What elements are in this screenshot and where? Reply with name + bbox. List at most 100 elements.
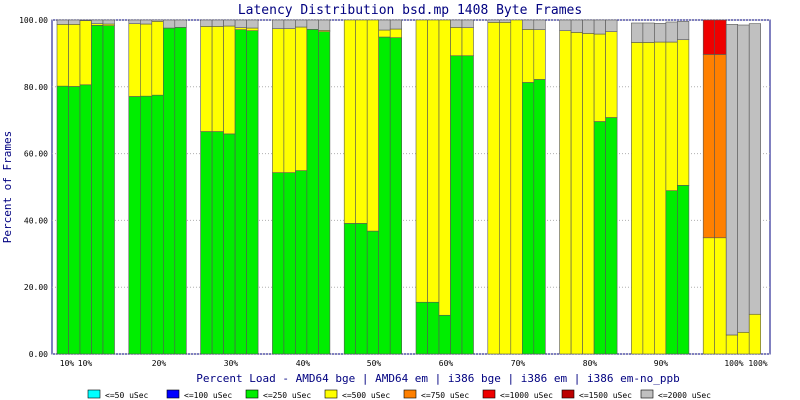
- bar-segment: [200, 131, 213, 355]
- bar-segment: [366, 230, 380, 355]
- legend-swatch: [561, 389, 575, 399]
- bar-segment: [533, 19, 546, 30]
- bar-segment: [654, 23, 667, 43]
- legend-label: <=750 uSec: [421, 391, 469, 400]
- bar-segment: [570, 32, 583, 355]
- bar-segment: [737, 24, 750, 333]
- bar-segment: [714, 19, 727, 55]
- bar-segment: [79, 19, 92, 21]
- bar-segment: [533, 79, 546, 355]
- x-tick-label: 100%: [748, 359, 767, 368]
- bar-segment: [223, 19, 236, 27]
- legend-label: <=1000 uSec: [500, 391, 553, 400]
- bar-segment: [677, 21, 690, 41]
- bar-segment: [91, 25, 104, 355]
- bar-segment: [389, 28, 403, 39]
- bar-segment: [272, 28, 285, 173]
- chart-title: Latency Distribution bsd.mp 1408 Byte Fr…: [238, 3, 582, 18]
- bar-segment: [295, 26, 308, 171]
- y-axis-label: Percent of Frames: [1, 131, 14, 244]
- bar-segment: [343, 223, 357, 355]
- legend-label: <=100 uSec: [184, 391, 232, 400]
- legend-label: <=50 uSec: [105, 391, 149, 400]
- bar-segment: [559, 30, 572, 355]
- bar-segment: [461, 27, 474, 57]
- bar-segment: [151, 21, 164, 96]
- bar-segment: [295, 19, 308, 28]
- bar-segment: [510, 19, 523, 355]
- legend-label: <=500 uSec: [342, 391, 390, 400]
- bar-segment: [91, 19, 104, 24]
- bar-segment: [68, 19, 81, 25]
- bar-segment: [737, 331, 750, 355]
- bar-segment: [593, 121, 606, 355]
- bar-segment: [272, 19, 285, 29]
- bar-segment: [68, 86, 81, 355]
- y-tick-label: 0.00: [29, 350, 48, 359]
- x-tick-labels: 10% 10% 20% 30% 40% 50% 60% 70% 80% 90% 100% 100%: [60, 359, 768, 368]
- bar-segment: [521, 82, 535, 355]
- bar-segment: [306, 29, 319, 355]
- bar-segment: [234, 19, 247, 28]
- bar-segment: [163, 27, 176, 355]
- bar-segment: [582, 19, 595, 34]
- legend: <=50 uSec <=100 uSec <=250 uSec <=500 uSec <…: [87, 389, 711, 400]
- x-tick-label: 30%: [224, 359, 239, 368]
- bar-segment: [200, 26, 213, 132]
- bar-segment: [702, 19, 716, 55]
- bar-segment: [748, 313, 762, 355]
- bar-segment: [163, 19, 176, 29]
- bar-segment: [318, 31, 331, 355]
- bar-segment: [211, 19, 224, 27]
- bar-segment: [450, 27, 463, 57]
- bar-segment: [246, 19, 259, 29]
- bar-segment: [498, 19, 512, 23]
- bar-segment: [631, 42, 644, 355]
- bar-segment: [79, 20, 92, 86]
- bar-segment: [355, 19, 368, 224]
- x-tick-label: 100%: [724, 359, 743, 368]
- bar-segment: [438, 19, 451, 316]
- bars: [56, 19, 762, 355]
- legend-swatch: [324, 389, 338, 399]
- bar-segment: [714, 54, 727, 239]
- bar-segment: [533, 29, 546, 80]
- bar-segment: [605, 117, 618, 355]
- bar-segment: [366, 19, 380, 232]
- bar-segment: [128, 19, 141, 24]
- bar-segment: [234, 29, 247, 355]
- bar-segment: [56, 85, 69, 355]
- bar-segment: [748, 23, 762, 315]
- y-tick-labels: 0.00 20.00 40.00 60.00 80.00 100.00: [19, 16, 48, 359]
- bar-segment: [642, 22, 655, 43]
- bar-segment: [140, 95, 153, 355]
- bar-segment: [605, 31, 618, 118]
- bar-segment: [140, 19, 153, 25]
- bar-segment: [665, 41, 678, 191]
- x-tick-label: 70%: [511, 359, 526, 368]
- y-tick-label: 40.00: [24, 216, 48, 225]
- bar-segment: [702, 237, 716, 355]
- bar-segment: [102, 25, 115, 355]
- bar-segment: [677, 39, 690, 186]
- bar-segment: [461, 55, 474, 355]
- bar-segment: [306, 19, 319, 30]
- bar-segment: [151, 19, 164, 22]
- bar-segment: [654, 41, 667, 355]
- bar-segment: [174, 19, 187, 28]
- x-axis-label: Percent Load - AMD64 bge | AMD64 em | i3…: [196, 372, 679, 385]
- bar-segment: [389, 19, 403, 30]
- bar-segment: [593, 33, 606, 122]
- bar-segment: [174, 27, 187, 355]
- legend-label: <=250 uSec: [263, 391, 311, 400]
- bar-segment: [200, 19, 213, 27]
- bar-segment: [128, 23, 141, 97]
- x-tick-label: 50%: [367, 359, 382, 368]
- bar-segment: [246, 27, 259, 31]
- y-tick-label: 60.00: [24, 150, 48, 159]
- legend-swatch: [87, 389, 101, 399]
- bar-segment: [559, 19, 572, 31]
- bar-segment: [318, 19, 331, 31]
- bar-segment: [140, 23, 153, 97]
- y-tick-label: 20.00: [24, 283, 48, 292]
